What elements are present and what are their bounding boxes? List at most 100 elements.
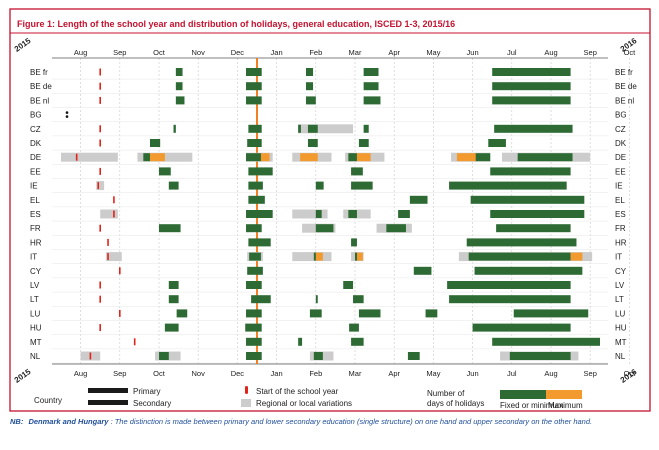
holiday-bar — [492, 96, 571, 105]
holiday-bar — [313, 352, 323, 360]
holiday-bar — [315, 181, 324, 190]
school-year-start-marker — [107, 253, 109, 261]
school-year-start-marker — [99, 68, 101, 76]
country-label-left: CY — [30, 267, 42, 276]
school-year-start-marker — [107, 238, 109, 246]
school-year-start-marker — [97, 182, 100, 190]
month-label-top: Sep — [113, 48, 126, 57]
country-label-right: BE nl — [615, 96, 634, 105]
holiday-bar — [449, 181, 567, 190]
holiday-bar — [466, 238, 577, 247]
month-label-top: Aug — [544, 48, 557, 57]
legend-start-marker — [245, 386, 248, 394]
regional-variation-bar — [292, 209, 328, 219]
rows-layer: BE fr BE fr BE de BE de BE nl BE nl BG BG CZ CZ DK… — [30, 68, 637, 361]
holiday-bar — [175, 68, 183, 76]
country-label-right: BE fr — [615, 68, 633, 77]
school-year-start-marker — [99, 139, 101, 147]
holiday-bar — [413, 266, 432, 275]
holiday-bar — [358, 309, 381, 318]
holiday-bar — [251, 295, 271, 304]
holiday-bar — [307, 124, 318, 133]
legend-maximum-label: Maximum — [548, 401, 583, 410]
holiday-bar — [143, 153, 150, 162]
footnote-prefix: NB: — [10, 417, 24, 426]
month-label-bottom: Jun — [467, 369, 479, 378]
holiday-bar — [492, 82, 571, 91]
school-year-start-marker — [99, 82, 101, 90]
holiday-bar — [474, 153, 491, 162]
legend-number-of-label: Number of — [427, 389, 465, 398]
country-label-left: EL — [30, 196, 40, 205]
regional-variation-bar — [61, 152, 118, 162]
country-label-left: LU — [30, 309, 40, 318]
month-label-top: Jul — [507, 48, 517, 57]
legend-country-label: Country — [34, 396, 62, 405]
month-label-bottom: Aug — [74, 369, 87, 378]
maximum-holiday-bar — [315, 252, 323, 261]
legend: Country Primary Secondary Start of the s… — [34, 386, 583, 410]
country-label-right: HR — [615, 238, 627, 247]
maximum-holiday-bar — [456, 153, 476, 162]
legend-primary-label: Primary — [133, 387, 161, 396]
country-label-right: DE — [615, 153, 626, 162]
holiday-bar — [348, 153, 357, 162]
country-label-left: ES — [30, 210, 41, 219]
holiday-bar — [159, 352, 169, 360]
holiday-bar — [309, 309, 322, 318]
holiday-bar — [248, 195, 265, 204]
holiday-bar — [175, 96, 185, 105]
legend-days-label: days of holidays — [427, 399, 484, 408]
bg-marker-dot — [65, 115, 69, 118]
month-label-bottom: Sep — [113, 369, 126, 378]
holiday-bar — [363, 124, 369, 133]
holiday-bar — [175, 82, 183, 91]
regional-variation-bar — [100, 209, 118, 219]
month-label-bottom: Feb — [309, 369, 322, 378]
month-label-top: Dec — [231, 48, 245, 57]
holiday-bar — [490, 167, 571, 176]
maximum-holiday-bar — [260, 153, 270, 162]
holiday-bar — [168, 295, 179, 304]
month-label-bottom: Apr — [388, 369, 400, 378]
country-label-left: BE de — [30, 82, 52, 91]
country-label-left: BE fr — [30, 68, 48, 77]
country-label-left: EE — [30, 167, 41, 176]
holiday-bar — [494, 124, 573, 133]
country-label-right: MT — [615, 338, 627, 347]
holiday-bar — [472, 323, 571, 332]
month-label-bottom: Jan — [271, 369, 283, 378]
school-year-start-marker — [113, 196, 115, 204]
holiday-bar — [246, 96, 262, 105]
holiday-bar — [159, 167, 171, 176]
holiday-bar — [246, 309, 262, 318]
holiday-bar — [246, 281, 262, 289]
holiday-bar — [363, 82, 379, 91]
country-label-right: HU — [615, 324, 627, 333]
country-label-left: BE nl — [30, 96, 49, 105]
legend-start-label: Start of the school year — [256, 387, 339, 396]
country-label-left: IT — [30, 253, 37, 262]
holiday-bar — [351, 337, 364, 346]
holiday-bar — [248, 181, 263, 190]
footnote-text: : The distinction is made between primar… — [111, 417, 593, 426]
month-label-bottom: Dec — [231, 369, 245, 378]
holiday-bar — [246, 337, 262, 346]
holiday-bar — [496, 224, 571, 233]
holiday-bar — [348, 210, 357, 218]
holiday-bar — [517, 153, 573, 162]
holiday-bar — [470, 195, 585, 204]
legend-fixed-swatch — [500, 390, 546, 399]
legend-secondary-swatch — [88, 400, 128, 405]
month-label-top: Mar — [349, 48, 362, 57]
grid-layer — [52, 58, 630, 364]
school-year-start-marker — [99, 167, 101, 175]
holiday-bar — [248, 238, 271, 247]
country-label-left: LT — [30, 295, 39, 304]
holiday-bar — [488, 139, 506, 147]
month-label-bottom: Sep — [584, 369, 597, 378]
holiday-bar — [173, 124, 176, 133]
country-label-right: DK — [615, 139, 627, 148]
holiday-bar — [490, 210, 585, 218]
